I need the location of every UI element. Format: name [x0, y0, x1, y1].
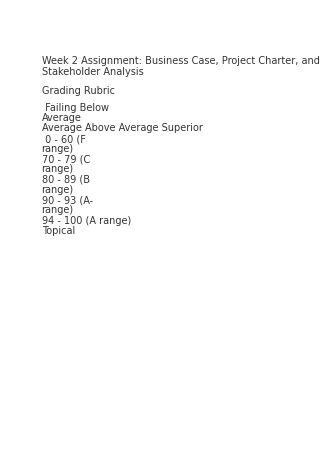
Text: Average: Average: [42, 113, 82, 123]
Text: 90 - 93 (A-: 90 - 93 (A-: [42, 195, 93, 205]
Text: 0 - 60 (F: 0 - 60 (F: [42, 134, 85, 144]
Text: Week 2 Assignment: Business Case, Project Charter, and: Week 2 Assignment: Business Case, Projec…: [42, 56, 319, 66]
Text: 94 - 100 (A range): 94 - 100 (A range): [42, 216, 131, 226]
Text: 80 - 89 (B: 80 - 89 (B: [42, 175, 90, 185]
Text: range): range): [42, 185, 74, 195]
Text: Failing Below: Failing Below: [42, 103, 108, 113]
Text: range): range): [42, 144, 74, 154]
Text: 70 - 79 (C: 70 - 79 (C: [42, 154, 90, 164]
Text: range): range): [42, 164, 74, 174]
Text: Average Above Average Superior: Average Above Average Superior: [42, 123, 203, 133]
Text: Stakeholder Analysis: Stakeholder Analysis: [42, 67, 143, 77]
Text: Grading Rubric: Grading Rubric: [42, 86, 115, 96]
Text: Topical: Topical: [42, 226, 75, 236]
Text: range): range): [42, 205, 74, 215]
